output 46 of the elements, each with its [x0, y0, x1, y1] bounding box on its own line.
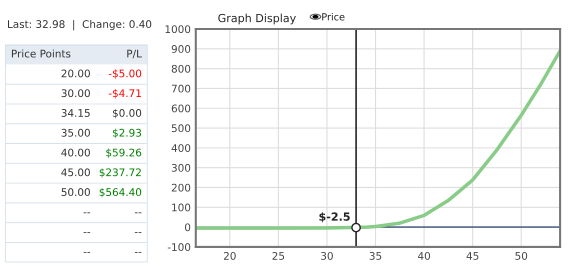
text: $2.93	[112, 128, 142, 138]
category-label: 40.00	[61, 148, 90, 156]
category-label: --	[84, 252, 90, 253]
category-label: 34.15	[62, 109, 90, 117]
text: $564.40	[100, 188, 142, 198]
text: --	[134, 252, 142, 253]
x-tick-label: 20	[224, 252, 236, 260]
y-tick-label: 300	[172, 164, 190, 172]
y-tick-label: 600	[172, 104, 190, 112]
text: Price	[322, 12, 344, 21]
text: --	[134, 232, 142, 234]
text: $59.26	[106, 148, 142, 158]
annotation: $-2.5	[319, 212, 350, 222]
x-tick-label: 25	[272, 252, 284, 260]
x-tick-label: 30	[321, 252, 333, 260]
text: -$5.00	[108, 69, 142, 79]
chart-title: Graph Display	[218, 14, 296, 24]
y-tick-label: 0	[184, 223, 190, 232]
category-label: --	[84, 232, 90, 234]
y-tick-label: -100	[168, 243, 190, 252]
category-label: 50.00	[62, 188, 90, 196]
category-label: --	[84, 212, 90, 214]
y-tick-label: 200	[172, 184, 190, 192]
text: --	[134, 212, 142, 214]
y-tick-label: 100	[172, 204, 190, 212]
x-tick-label: 35	[370, 252, 382, 260]
text: $237.72	[100, 168, 141, 178]
y-tick-label: 400	[172, 144, 190, 152]
y-tick-label: 700	[172, 84, 190, 93]
category-label: 30.00	[62, 89, 90, 98]
text: P/L	[127, 50, 142, 58]
y-tick-label: 800	[172, 64, 190, 73]
text: Price Points	[12, 49, 70, 58]
y-tick-label: 1000	[166, 25, 190, 34]
y-tick-label: 500	[172, 124, 190, 132]
text: -$4.71	[108, 89, 141, 99]
x-tick-label: 50	[515, 252, 528, 260]
x-tick-label: 45	[466, 252, 478, 260]
category-label: 20.00	[62, 69, 90, 78]
y-tick-label: 900	[172, 45, 190, 53]
line-series	[196, 49, 560, 230]
x-tick-label: 40	[418, 252, 430, 260]
category-label: 35.00	[62, 128, 90, 137]
category-label: 45.00	[61, 168, 90, 176]
text: Last: 32.98 | Change: 0.40	[8, 20, 152, 30]
text: $0.00	[112, 108, 142, 118]
